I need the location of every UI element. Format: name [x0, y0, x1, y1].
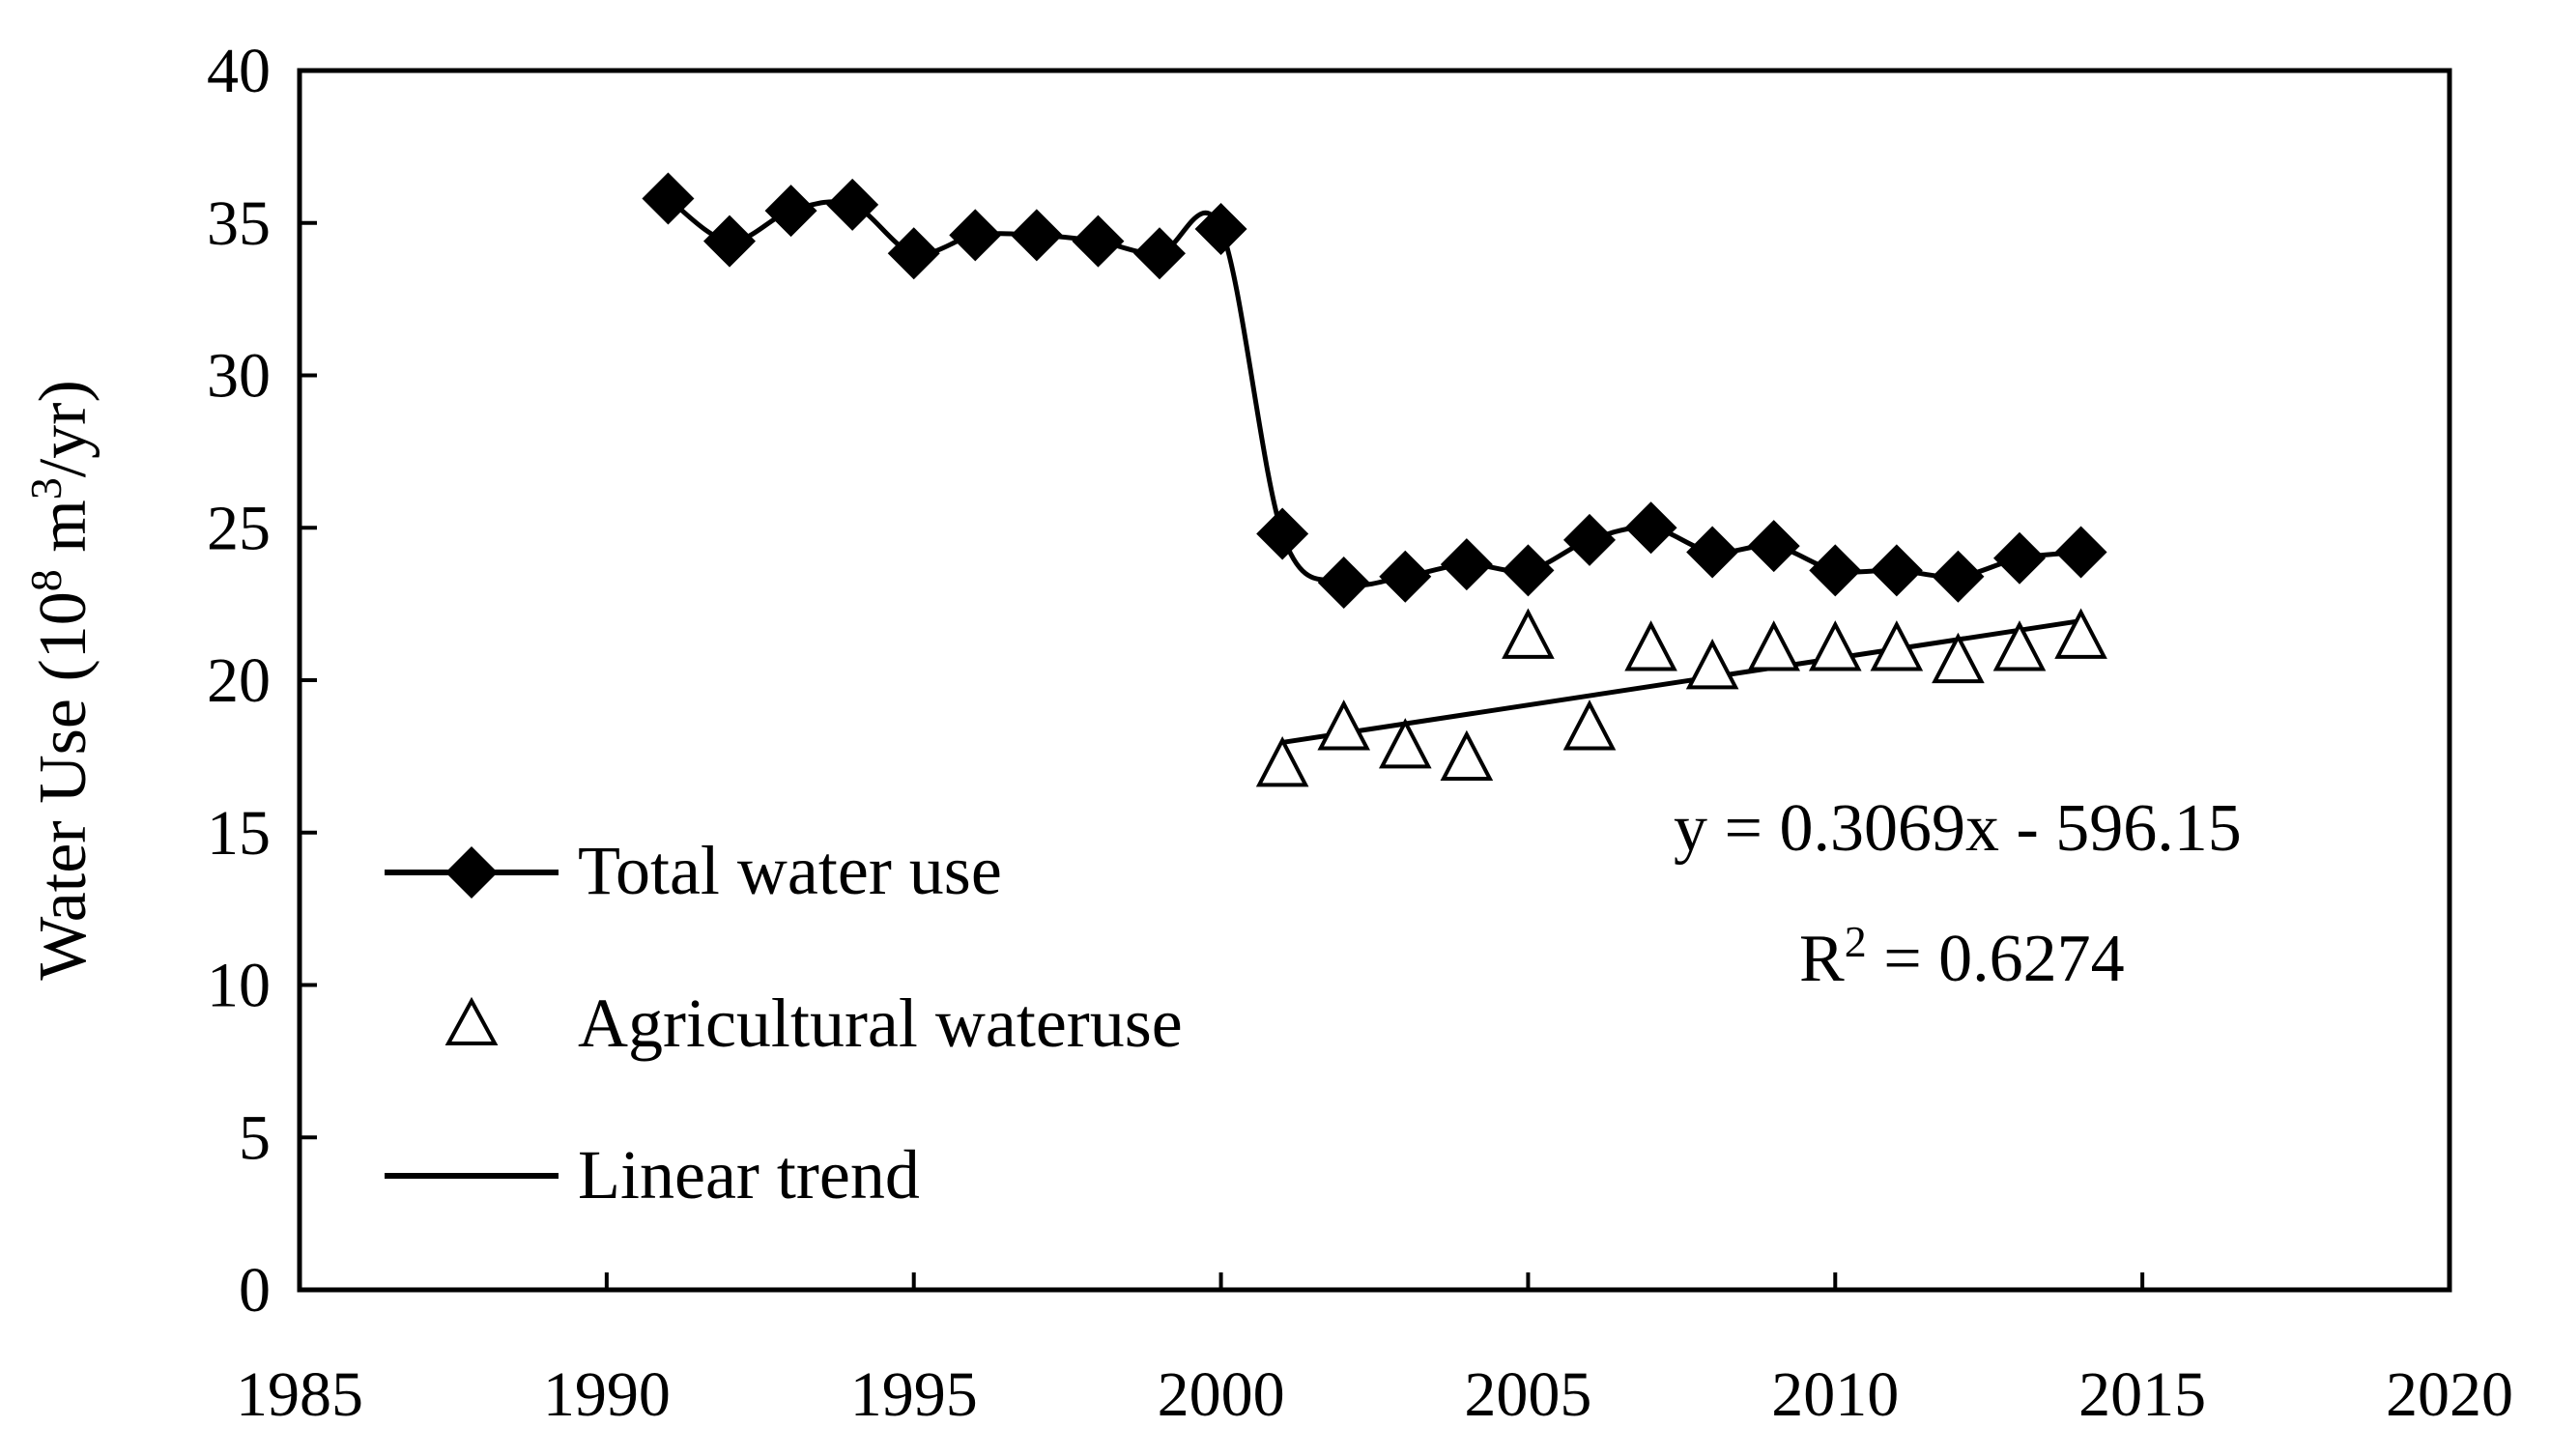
total-water-use-point: [1072, 214, 1125, 268]
x-tick-label: 1990: [543, 1359, 671, 1430]
trend-r-squared: R2 = 0.6274: [1799, 917, 2125, 997]
agricultural-water-use-point: [1440, 729, 1494, 782]
total-water-use-point: [1379, 550, 1432, 603]
total-water-use-point: [1993, 531, 2046, 585]
agricultural-water-use-point: [2054, 608, 2107, 659]
agricultural-water-use-point: [1747, 620, 1801, 671]
total-water-use-point: [1194, 203, 1247, 256]
y-tick-label: 25: [207, 493, 271, 563]
agricultural-water-use-point: [1808, 620, 1862, 671]
total-water-use-point: [1563, 513, 1616, 566]
total-water-use-point: [1502, 544, 1555, 597]
y-tick-label: 35: [207, 188, 271, 259]
r-squared-sup: 2: [1845, 917, 1867, 966]
linear-trend-line: [1281, 618, 2081, 745]
plot-area: [297, 68, 2452, 1293]
total-water-use-point: [703, 214, 756, 268]
agricultural-water-use-point: [1685, 639, 1739, 690]
total-water-use-point: [1932, 550, 1985, 603]
legend-agricultural-triangle-icon: [444, 996, 499, 1045]
x-tick-label: 1995: [850, 1359, 978, 1430]
total-water-use-point: [1010, 209, 1063, 262]
total-water-use-point: [1747, 520, 1800, 573]
total-water-use-point: [2054, 526, 2107, 579]
total-water-use-point: [1686, 526, 1739, 579]
y-tick-label: 10: [207, 951, 271, 1021]
x-tick-label: 2010: [1771, 1359, 1899, 1430]
agricultural-water-use-point: [1562, 699, 1617, 751]
total-water-use-point: [764, 185, 817, 238]
x-axis: 1985 1990 1995 2000 2005 2010 2015 2020: [236, 1272, 2513, 1430]
total-water-use-point: [1870, 544, 1923, 597]
legend: Total water use Agricultural wateruse Li…: [385, 832, 1183, 1213]
agricultural-water-use-point: [1624, 620, 1677, 671]
x-tick-label: 2020: [2386, 1359, 2513, 1430]
total-water-use-point: [826, 178, 879, 231]
y-tick-label: 40: [207, 36, 271, 106]
total-water-use-point: [1133, 227, 1186, 280]
x-tick-label: 2000: [1158, 1359, 1285, 1430]
legend-item-total: Total water use: [385, 832, 1002, 909]
x-tick-label: 2005: [1464, 1359, 1591, 1430]
agricultural-water-use-point: [1317, 699, 1371, 751]
total-water-use-point: [642, 172, 695, 225]
legend-total-label: Total water use: [578, 832, 1002, 909]
total-water-use-point: [1440, 538, 1493, 591]
y-axis-title: Water Use (108 m3/yr): [21, 380, 101, 981]
total-water-use-point: [887, 227, 940, 280]
trend-equation: y = 0.3069x - 596.15: [1674, 791, 2242, 866]
agricultural-water-use-point: [1502, 608, 1555, 659]
agricultural-water-use-point: [1870, 620, 1924, 671]
series-markers: [642, 172, 2107, 787]
y-tick-label: 15: [207, 798, 271, 869]
total-water-use-point: [1256, 507, 1309, 560]
agricultural-water-use-point: [1255, 736, 1309, 787]
y-tick-label: 30: [207, 341, 271, 412]
total-water-use-point: [1809, 544, 1862, 597]
total-water-use-point: [1317, 557, 1370, 610]
y-tick-label: 5: [239, 1102, 271, 1173]
total-water-use-point: [949, 209, 1002, 262]
y-tick-label: 20: [207, 645, 271, 716]
x-tick-label: 2015: [2078, 1359, 2206, 1430]
y-axis: 0 5 10 15 20 25 30 35 40: [207, 36, 317, 1326]
legend-item-linear: Linear trend: [385, 1136, 920, 1213]
legend-linear-label: Linear trend: [578, 1136, 920, 1213]
y-axis-title-sup2: 3: [21, 477, 71, 500]
legend-item-agricultural: Agricultural wateruse: [444, 985, 1183, 1062]
total-water-use-point: [1624, 501, 1677, 555]
agricultural-water-use-point: [1992, 620, 2047, 671]
agricultural-water-use-point: [1378, 718, 1432, 769]
y-tick-label: 0: [239, 1255, 271, 1326]
legend-total-diamond-icon: [445, 846, 498, 899]
y-axis-title-sup: 8: [21, 569, 71, 591]
agricultural-water-use-point: [1932, 632, 1985, 684]
legend-agricultural-label: Agricultural wateruse: [578, 985, 1183, 1062]
x-tick-label: 1985: [236, 1359, 363, 1430]
